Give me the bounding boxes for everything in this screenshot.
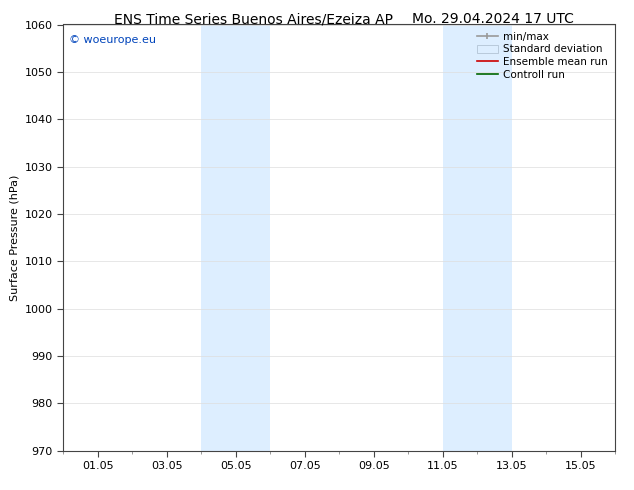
Legend: min/max, Standard deviation, Ensemble mean run, Controll run: min/max, Standard deviation, Ensemble me… — [475, 30, 610, 82]
Bar — [202, 24, 236, 451]
Bar — [236, 24, 270, 451]
Text: ENS Time Series Buenos Aires/Ezeiza AP: ENS Time Series Buenos Aires/Ezeiza AP — [114, 12, 393, 26]
Text: Mo. 29.04.2024 17 UTC: Mo. 29.04.2024 17 UTC — [412, 12, 574, 26]
Bar — [443, 24, 477, 451]
Y-axis label: Surface Pressure (hPa): Surface Pressure (hPa) — [10, 174, 19, 301]
Bar — [477, 24, 512, 451]
Text: © woeurope.eu: © woeurope.eu — [69, 35, 156, 45]
